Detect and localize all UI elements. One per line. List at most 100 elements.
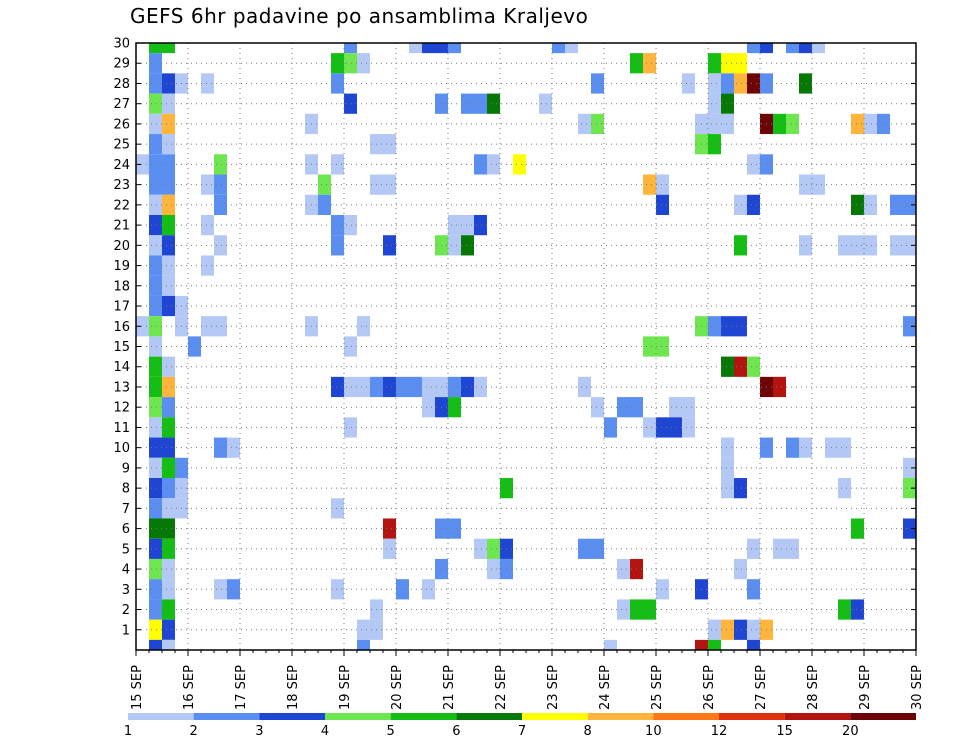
heatmap-cell [617, 599, 630, 620]
heatmap-cell [383, 518, 396, 539]
heatmap-cell [162, 437, 175, 458]
heatmap-cell [331, 73, 344, 94]
heatmap-cell [162, 113, 175, 135]
heatmap-cell [773, 376, 786, 398]
heatmap-cell [721, 619, 734, 640]
y-tick-label: 25 [113, 138, 130, 153]
heatmap-cell [149, 73, 162, 94]
heatmap-cell [851, 518, 864, 539]
legend-label: 12 [711, 724, 728, 739]
legend-swatch [325, 713, 391, 720]
heatmap-cell [474, 538, 487, 559]
legend-label: 3 [255, 724, 263, 739]
y-tick-label: 23 [113, 178, 130, 193]
heatmap-cell [838, 235, 851, 256]
heatmap-cell [357, 376, 370, 398]
heatmap-cell [162, 498, 175, 519]
heatmap-cell [474, 93, 487, 114]
legend-label: 7 [518, 724, 526, 739]
heatmap-cell [331, 376, 344, 398]
x-tick-label: 23 SEP [546, 665, 561, 710]
cells-layer [136, 43, 916, 650]
heatmap-cell [721, 457, 734, 479]
heatmap-cell [643, 174, 656, 195]
heatmap-cell [747, 43, 760, 54]
heatmap-cell [149, 235, 162, 256]
heatmap-cell [162, 154, 175, 175]
legend-swatch [653, 713, 719, 720]
heatmap-cell [149, 579, 162, 600]
heatmap-cell [162, 174, 175, 195]
heatmap-cell [162, 255, 175, 276]
heatmap-cell [149, 154, 162, 175]
heatmap-cell [734, 73, 747, 94]
x-axis: 15 SEP 16 SEP 17 SEP 18 SEP 19 SEP 20 SEP 21 S… [130, 650, 925, 710]
heatmap-cell [903, 478, 916, 499]
heatmap-cell [903, 235, 916, 256]
heatmap-cell [344, 43, 357, 54]
heatmap-cell [149, 639, 162, 650]
heatmap-cell [799, 43, 812, 54]
heatmap-cell [357, 639, 370, 650]
y-tick-label: 16 [113, 320, 130, 335]
x-tick-label: 26 SEP [702, 665, 717, 710]
heatmap-cell [357, 316, 370, 337]
y-tick-label: 28 [113, 77, 130, 92]
heatmap-cell [708, 639, 721, 650]
heatmap-cell [331, 235, 344, 256]
legend-swatch [456, 713, 522, 720]
heatmap-cell [474, 214, 487, 236]
heatmap-cell [162, 214, 175, 236]
heatmap-cell [214, 194, 227, 215]
heatmap-cell [617, 558, 630, 580]
heatmap-cell [149, 93, 162, 114]
y-tick-label: 7 [122, 502, 130, 517]
y-tick-label: 15 [113, 340, 130, 355]
heatmap-cell [851, 599, 864, 620]
heatmap-cell [149, 174, 162, 195]
y-tick-label: 27 [113, 97, 130, 112]
y-axis: 1234567891011121314151617181920212223242… [113, 37, 916, 638]
x-tick-label: 20 SEP [390, 665, 405, 710]
y-tick-label: 12 [113, 401, 130, 416]
heatmap-cell [422, 43, 435, 54]
heatmap-cell [448, 397, 461, 418]
heatmap-cell [617, 397, 630, 418]
heatmap-cell [149, 397, 162, 418]
heatmap-cell [149, 498, 162, 519]
heatmap-cell [864, 113, 877, 135]
heatmap-cell [734, 235, 747, 256]
heatmap-cell [656, 194, 669, 215]
heatmap-cell [487, 93, 500, 114]
heatmap-cell [162, 194, 175, 215]
heatmap-cell [149, 295, 162, 317]
legend-swatch [193, 713, 260, 720]
heatmap-cell [773, 538, 786, 559]
x-tick-label: 15 SEP [130, 665, 145, 710]
y-tick-label: 18 [113, 279, 130, 294]
heatmap-cell [643, 53, 656, 74]
heatmap-cell [513, 154, 526, 175]
heatmap-cell [149, 275, 162, 296]
heatmap-cell [747, 73, 760, 94]
heatmap-cell [422, 579, 435, 600]
heatmap-cell [760, 43, 773, 54]
x-tick-label: 22 SEP [494, 665, 509, 710]
heatmap-cell [136, 154, 149, 175]
heatmap-cell [162, 579, 175, 600]
heatmap-cell [383, 376, 396, 398]
heatmap-cell [851, 194, 864, 215]
heatmap-cell [539, 93, 552, 114]
heatmap-cell [838, 599, 851, 620]
heatmap-cell [734, 53, 747, 74]
heatmap-cell [838, 478, 851, 499]
heatmap-cell [734, 558, 747, 580]
heatmap-cell [162, 235, 175, 256]
heatmap-cell [331, 498, 344, 519]
heatmap-cell [201, 174, 214, 195]
heatmap-cell [656, 336, 669, 357]
y-tick-label: 19 [113, 259, 130, 274]
x-tick-label: 24 SEP [598, 665, 613, 710]
heatmap-cell [552, 43, 565, 54]
legend-swatch [259, 713, 325, 720]
